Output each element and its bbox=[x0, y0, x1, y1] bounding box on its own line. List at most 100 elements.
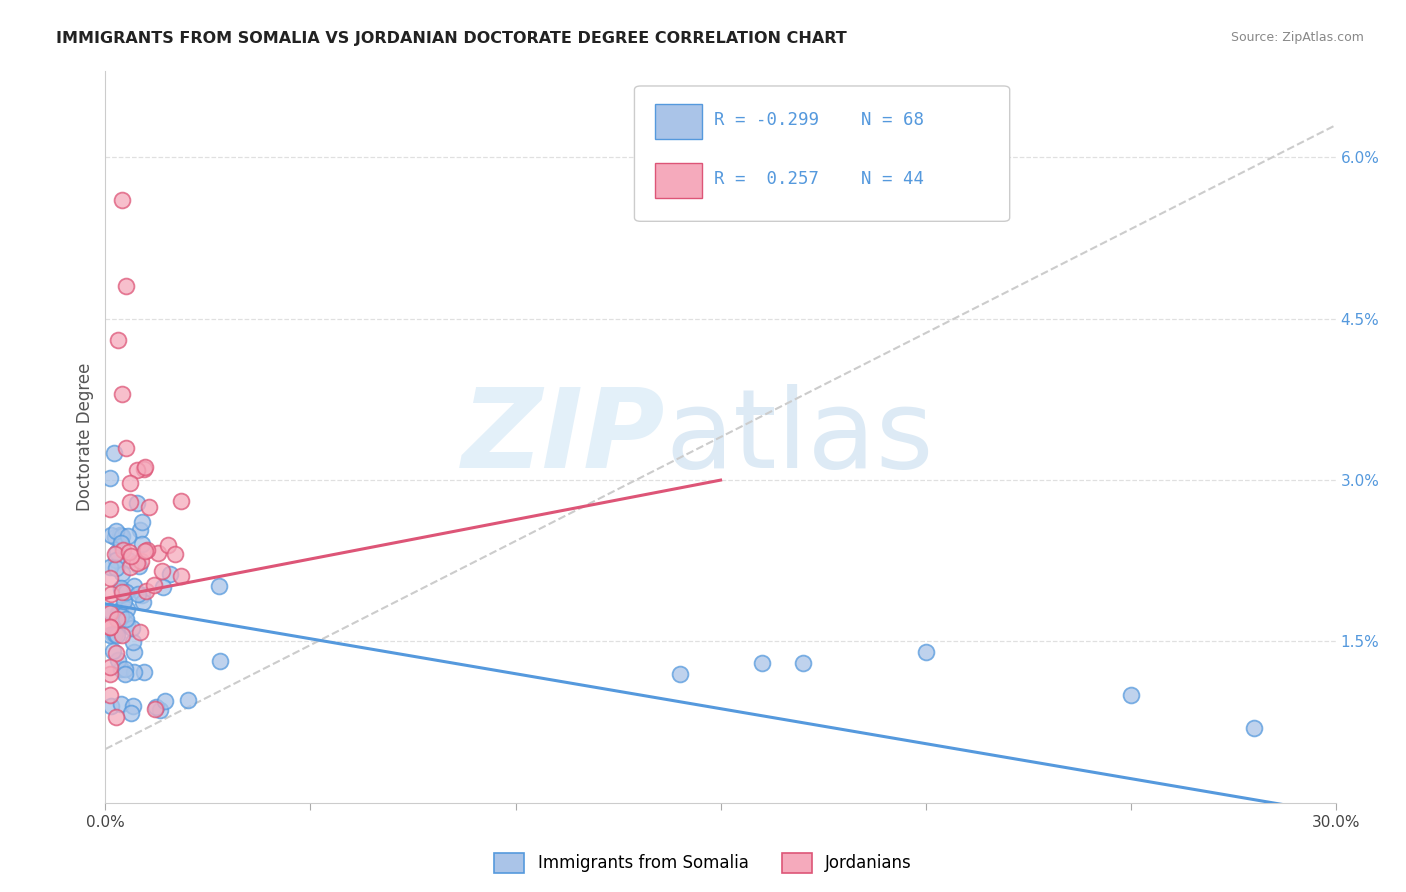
Point bbox=[105, 544, 128, 558]
Point bbox=[104, 560, 127, 574]
Point bbox=[177, 693, 200, 707]
Point bbox=[105, 612, 128, 626]
Point bbox=[118, 475, 141, 490]
Point bbox=[98, 660, 121, 674]
Point bbox=[110, 536, 132, 550]
Point bbox=[131, 537, 153, 551]
Point bbox=[145, 700, 167, 714]
Point bbox=[110, 697, 132, 711]
Point bbox=[118, 559, 141, 574]
Point bbox=[170, 569, 193, 583]
Point bbox=[132, 594, 155, 608]
Point bbox=[104, 710, 127, 724]
Point bbox=[104, 547, 127, 561]
Point bbox=[98, 606, 121, 620]
Point bbox=[111, 543, 134, 558]
Point bbox=[121, 635, 143, 649]
Point bbox=[118, 545, 141, 559]
Point bbox=[98, 620, 121, 634]
Point bbox=[150, 564, 173, 578]
Text: IMMIGRANTS FROM SOMALIA VS JORDANIAN DOCTORATE DEGREE CORRELATION CHART: IMMIGRANTS FROM SOMALIA VS JORDANIAN DOC… bbox=[56, 31, 846, 46]
Point bbox=[132, 665, 155, 679]
Point bbox=[101, 627, 124, 641]
Point bbox=[159, 567, 181, 582]
Point bbox=[111, 529, 134, 543]
Point bbox=[1243, 721, 1265, 735]
Point bbox=[104, 646, 127, 660]
Point bbox=[115, 279, 138, 293]
Point bbox=[122, 665, 145, 679]
Point bbox=[117, 529, 139, 543]
Point bbox=[107, 628, 129, 642]
FancyBboxPatch shape bbox=[655, 162, 702, 198]
Point bbox=[111, 582, 134, 597]
Point bbox=[135, 583, 157, 598]
Point bbox=[170, 494, 193, 508]
Point bbox=[155, 693, 177, 707]
Point bbox=[111, 387, 134, 401]
Point bbox=[115, 612, 138, 626]
Point bbox=[114, 662, 136, 676]
Point bbox=[127, 587, 149, 601]
FancyBboxPatch shape bbox=[655, 104, 702, 139]
Point bbox=[104, 529, 127, 543]
Point bbox=[124, 645, 146, 659]
Point bbox=[157, 537, 180, 551]
Text: R = -0.299    N = 68: R = -0.299 N = 68 bbox=[714, 112, 924, 129]
Point bbox=[136, 543, 159, 558]
Point bbox=[121, 698, 143, 713]
Point bbox=[100, 528, 122, 542]
Point bbox=[125, 463, 148, 477]
Point bbox=[98, 688, 121, 702]
Point bbox=[110, 662, 132, 676]
Point bbox=[115, 601, 138, 615]
Point bbox=[134, 459, 156, 474]
Y-axis label: Doctorate Degree: Doctorate Degree bbox=[76, 363, 94, 511]
Point bbox=[105, 553, 128, 567]
Point bbox=[668, 666, 690, 681]
Point bbox=[111, 628, 134, 642]
Point bbox=[208, 579, 231, 593]
Text: Source: ZipAtlas.com: Source: ZipAtlas.com bbox=[1230, 31, 1364, 45]
Point bbox=[111, 585, 134, 599]
Point bbox=[111, 194, 134, 208]
Point bbox=[98, 628, 121, 642]
Point bbox=[98, 667, 121, 681]
Point bbox=[138, 500, 160, 514]
Point bbox=[107, 606, 129, 620]
Point bbox=[114, 667, 136, 681]
Point bbox=[98, 471, 121, 485]
Point bbox=[115, 616, 138, 631]
Point bbox=[149, 703, 172, 717]
Point bbox=[125, 556, 148, 570]
Point bbox=[128, 523, 150, 537]
Point bbox=[120, 549, 142, 564]
Point bbox=[111, 566, 134, 581]
Point bbox=[98, 560, 121, 574]
Point bbox=[142, 578, 165, 592]
Point bbox=[127, 496, 149, 510]
Point bbox=[108, 602, 131, 616]
Point bbox=[117, 553, 139, 567]
Point bbox=[107, 333, 129, 347]
Point bbox=[128, 625, 150, 640]
Text: ZIP: ZIP bbox=[461, 384, 665, 491]
Point bbox=[146, 546, 169, 560]
Point bbox=[209, 654, 232, 668]
Point bbox=[103, 446, 125, 460]
Point bbox=[104, 626, 127, 640]
Point bbox=[163, 547, 186, 561]
Point bbox=[98, 501, 121, 516]
Point bbox=[914, 645, 936, 659]
Point bbox=[121, 621, 143, 635]
Point bbox=[100, 587, 122, 601]
Point bbox=[143, 702, 166, 716]
Point bbox=[98, 604, 121, 618]
Point bbox=[134, 544, 156, 558]
Point bbox=[105, 524, 128, 539]
Point bbox=[128, 559, 150, 574]
Text: atlas: atlas bbox=[665, 384, 934, 491]
Point bbox=[110, 609, 132, 624]
Point bbox=[152, 580, 174, 594]
Point bbox=[98, 620, 121, 634]
